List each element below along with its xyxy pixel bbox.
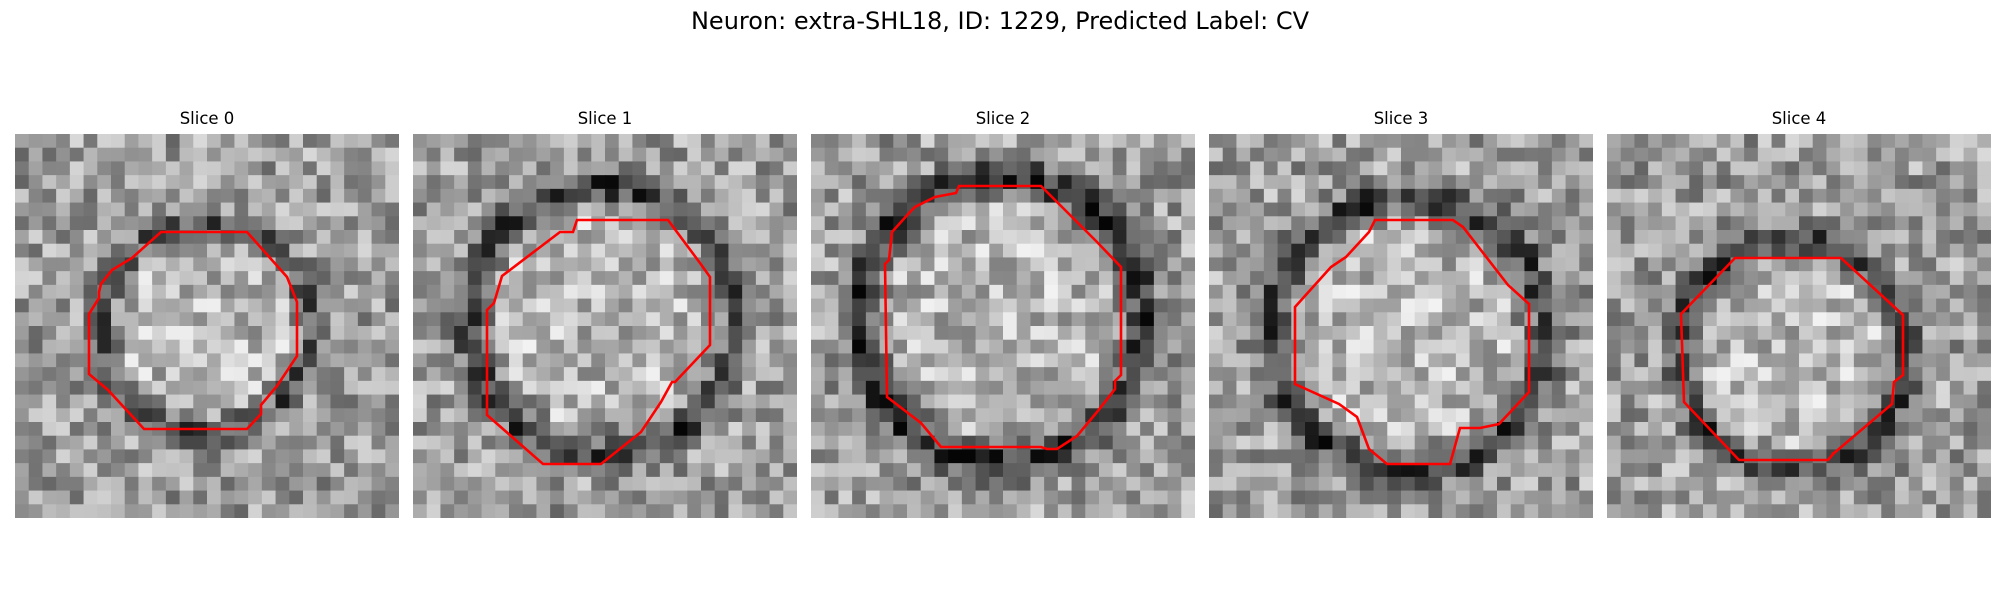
- figure-title: Neuron: extra-SHL18, ID: 1229, Predicted…: [690, 7, 1310, 35]
- slice-image-4: [1607, 134, 1991, 518]
- microscopy-pixels-0: [15, 134, 399, 518]
- slice-panel-2: Slice 2: [811, 106, 1195, 526]
- microscopy-pixels-2: [811, 134, 1195, 518]
- slice-image-3: [1209, 134, 1593, 518]
- cell-contour-4: [1679, 256, 1905, 462]
- slice-image-1: [413, 134, 797, 518]
- slice-title-2: Slice 2: [975, 109, 1031, 128]
- cell-contour-3: [1293, 218, 1531, 466]
- slice-image-2: [811, 134, 1195, 518]
- slice-title-3: Slice 3: [1373, 109, 1429, 128]
- cell-contour-2: [883, 184, 1123, 451]
- slice-title-1: Slice 1: [577, 109, 633, 128]
- slice-image-0: [15, 134, 399, 518]
- cell-contour-0: [87, 230, 299, 431]
- cell-contour-1: [485, 218, 712, 466]
- slice-title-0: Slice 0: [179, 109, 235, 128]
- slice-panel-0: Slice 0: [15, 106, 399, 526]
- slice-panel-4: Slice 4: [1607, 106, 1991, 526]
- microscopy-pixels-1: [413, 134, 797, 518]
- slice-panel-3: Slice 3: [1209, 106, 1593, 526]
- slice-title-4: Slice 4: [1771, 109, 1827, 128]
- slice-panel-1: Slice 1: [413, 106, 797, 526]
- microscopy-pixels-3: [1209, 134, 1593, 518]
